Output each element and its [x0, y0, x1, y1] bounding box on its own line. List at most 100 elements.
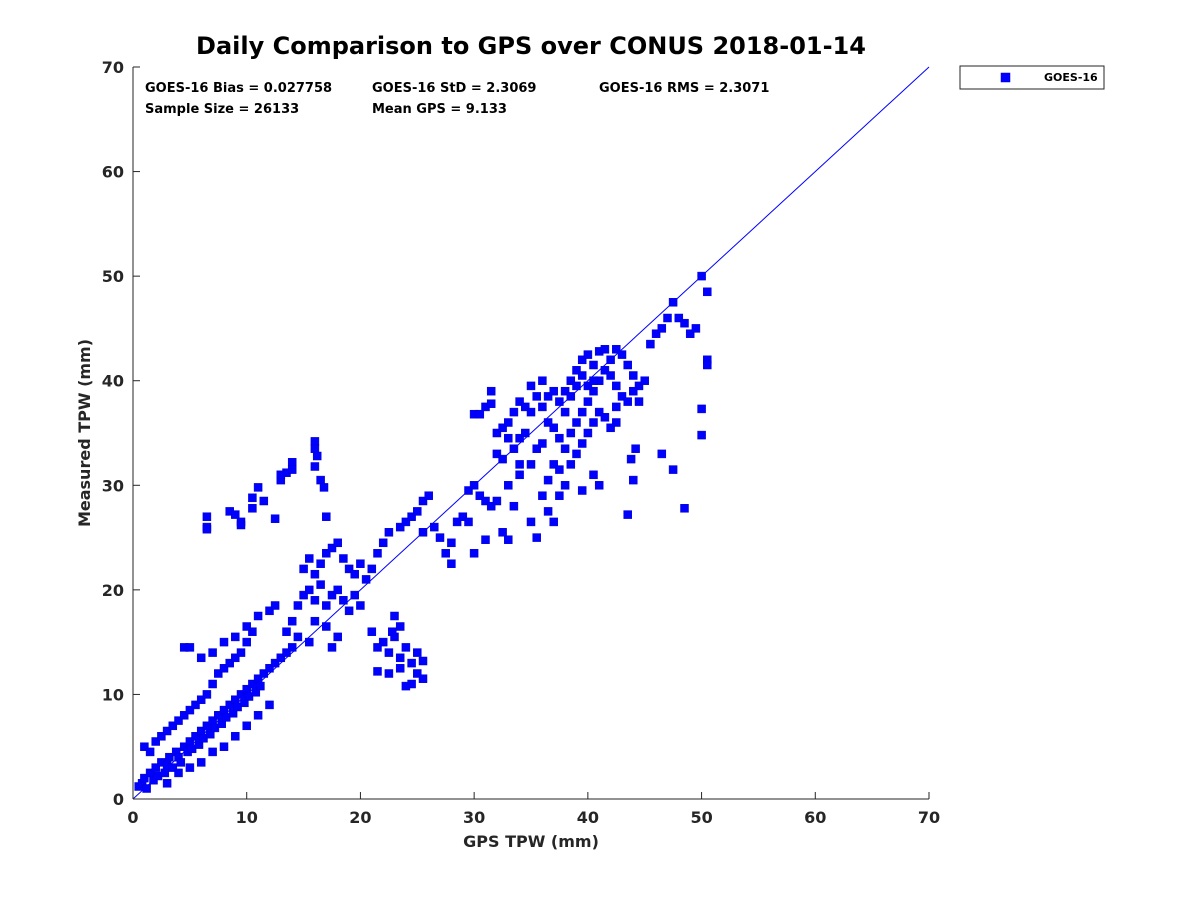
data-point	[549, 386, 558, 396]
data-point	[142, 784, 151, 793]
data-point	[674, 313, 684, 323]
data-point	[549, 423, 558, 433]
y-tick-label: 70	[102, 58, 124, 77]
data-point	[333, 585, 342, 595]
data-point	[191, 700, 200, 710]
data-point	[583, 381, 593, 391]
data-point	[322, 601, 331, 610]
data-point	[361, 575, 371, 584]
data-point	[312, 451, 322, 461]
data-point	[589, 376, 598, 385]
data-point	[242, 637, 251, 647]
data-point	[168, 721, 178, 731]
data-point	[532, 444, 541, 453]
data-point	[703, 287, 712, 297]
data-point	[583, 350, 593, 359]
data-point	[316, 475, 325, 485]
y-tick-label: 60	[102, 163, 124, 182]
data-point	[543, 475, 553, 485]
data-point	[600, 345, 610, 354]
x-tick-label: 60	[804, 808, 826, 827]
data-point	[373, 667, 382, 676]
data-point	[228, 709, 238, 718]
data-point	[441, 549, 450, 558]
data-point	[356, 559, 365, 568]
data-point	[680, 318, 689, 328]
data-point	[475, 491, 485, 500]
data-point	[140, 773, 149, 783]
data-point	[327, 543, 337, 553]
legend-box	[959, 65, 1105, 90]
data-point	[430, 522, 439, 532]
data-point	[339, 554, 348, 563]
data-point	[202, 524, 212, 534]
chart-title: Daily Comparison to GPS over CONUS 2018-…	[196, 32, 866, 60]
x-tick-label: 20	[349, 808, 371, 827]
data-point	[287, 465, 297, 474]
data-point	[589, 360, 598, 370]
data-point	[384, 669, 394, 678]
y-tick-label: 10	[102, 685, 124, 704]
x-axis-label: GPS TPW (mm)	[463, 832, 599, 851]
data-point	[697, 430, 706, 440]
data-point	[231, 510, 240, 519]
data-point	[685, 329, 695, 338]
data-point	[458, 512, 468, 521]
data-point	[572, 418, 581, 427]
data-point	[373, 549, 382, 558]
data-point	[703, 360, 712, 370]
data-point	[356, 601, 365, 610]
data-point	[185, 643, 195, 652]
data-point	[401, 517, 411, 527]
x-tick-label: 10	[236, 808, 258, 827]
data-point	[680, 504, 689, 513]
data-point	[577, 439, 587, 448]
data-point	[322, 549, 331, 558]
data-point	[418, 656, 428, 666]
data-point	[538, 491, 547, 500]
data-point	[395, 653, 405, 663]
data-point	[697, 404, 706, 414]
data-point	[543, 392, 553, 401]
data-point	[498, 423, 507, 433]
data-point	[196, 653, 206, 663]
data-point	[344, 606, 354, 616]
data-point	[629, 475, 638, 485]
data-point	[549, 517, 558, 527]
data-point	[176, 758, 186, 767]
data-point	[384, 648, 394, 657]
data-point	[174, 716, 183, 725]
data-point	[270, 514, 280, 523]
legend-label-goes-16: GOES-16	[1044, 71, 1098, 84]
plot-area: 0 10 20 30 40 50 60 70 0 10 20 30 40 50 60 70	[102, 58, 940, 827]
data-point	[214, 669, 223, 678]
data-point	[310, 596, 320, 605]
data-point	[162, 779, 172, 788]
data-point	[606, 371, 615, 380]
data-point	[515, 433, 524, 443]
data-point	[236, 520, 246, 530]
data-point	[555, 465, 564, 474]
data-point	[560, 481, 570, 490]
data-point	[594, 407, 604, 417]
y-tick-label: 20	[102, 581, 124, 600]
data-point	[555, 397, 564, 406]
data-point	[265, 700, 274, 710]
data-point	[492, 496, 502, 506]
data-point	[276, 470, 286, 480]
data-point	[208, 648, 217, 657]
data-point	[424, 491, 433, 500]
data-point	[265, 606, 274, 616]
data-point	[225, 658, 234, 668]
data-point	[560, 386, 570, 396]
x-tick-label: 40	[577, 808, 599, 827]
data-point	[594, 481, 604, 490]
data-point	[413, 507, 422, 516]
data-point	[185, 763, 195, 772]
data-point	[634, 381, 644, 391]
data-point	[589, 386, 598, 396]
data-point	[248, 493, 257, 503]
data-point	[388, 627, 397, 636]
data-point	[475, 409, 485, 419]
